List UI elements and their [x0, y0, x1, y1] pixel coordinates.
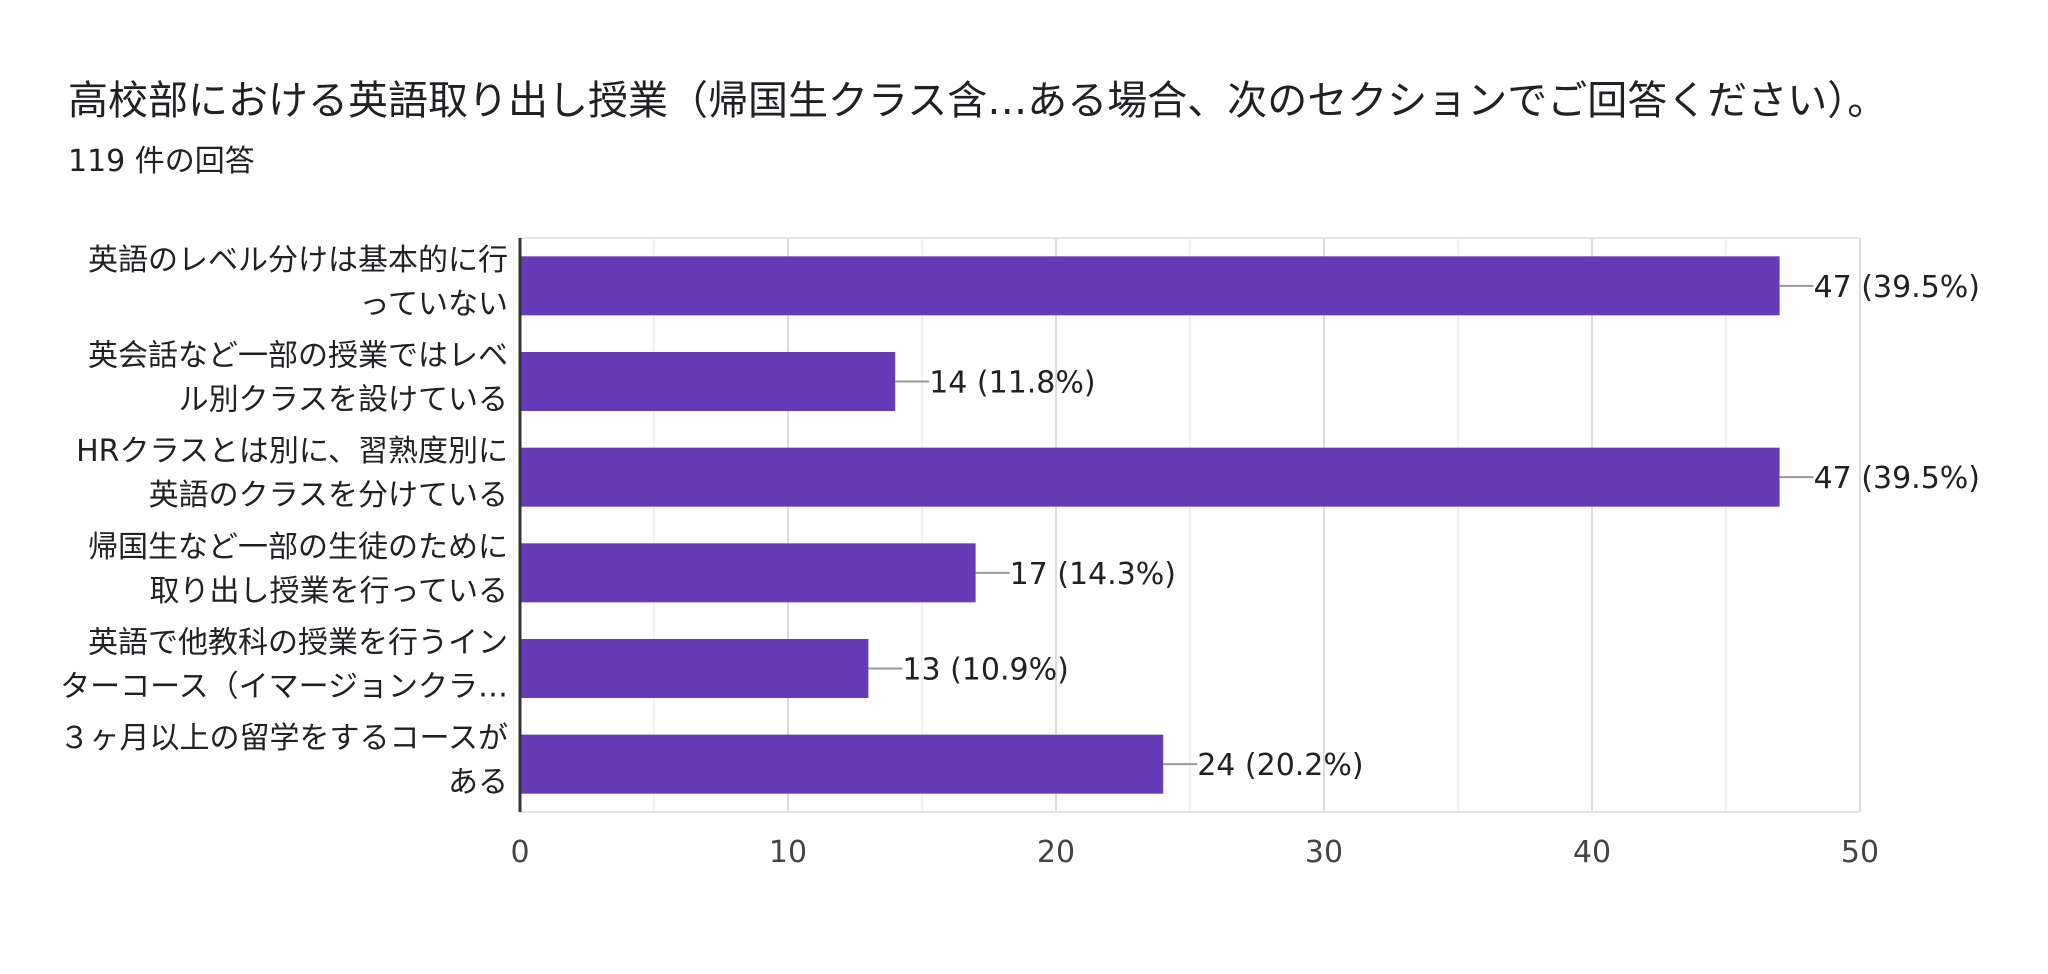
x-tick-label: 30 [1305, 835, 1343, 870]
category-label: ある [448, 765, 508, 800]
category-label: っていない [360, 287, 509, 322]
category-label: 英語で他教科の授業を行うイン [88, 626, 508, 661]
data-label: 24 (20.2%) [1197, 748, 1363, 783]
bar [520, 352, 896, 411]
data-label: 17 (14.3%) [1010, 557, 1176, 592]
bar [520, 543, 976, 603]
category-label: ターコース（イマージョンクラ… [60, 670, 508, 705]
data-label: 13 (10.9%) [902, 653, 1068, 688]
bar [520, 447, 1780, 507]
bar [520, 256, 1780, 316]
data-label: 14 (11.8%) [929, 366, 1095, 401]
x-tick-label: 20 [1037, 835, 1075, 870]
bar [520, 734, 1164, 794]
data-label: 47 (39.5%) [1814, 270, 1980, 305]
x-tick-label: 0 [510, 835, 529, 870]
response-count: 119 件の回答 [68, 144, 255, 179]
bar [520, 639, 869, 698]
category-label: HRクラスとは別に、習熟度別に [76, 434, 508, 469]
chart-title: 高校部における英語取り出し授業（帰国生クラス含…ある場合、次のセクションでご回答… [68, 78, 1888, 124]
category-label: 取り出し授業を行っている [150, 574, 509, 609]
x-tick-label: 40 [1573, 835, 1611, 870]
category-label: ３ヶ月以上の留学をするコースが [60, 721, 509, 756]
category-label: ル別クラスを設けている [179, 383, 508, 418]
category-label: 英会話など一部の授業ではレベ [88, 339, 508, 374]
data-label: 47 (39.5%) [1814, 461, 1980, 496]
x-tick-label: 50 [1841, 835, 1879, 870]
category-label: 英語のレベル分けは基本的に行 [88, 243, 508, 278]
category-label: 帰国生など一部の生徒のために [88, 530, 508, 565]
category-label: 英語のクラスを分けている [149, 478, 508, 513]
x-tick-label: 10 [769, 835, 807, 870]
